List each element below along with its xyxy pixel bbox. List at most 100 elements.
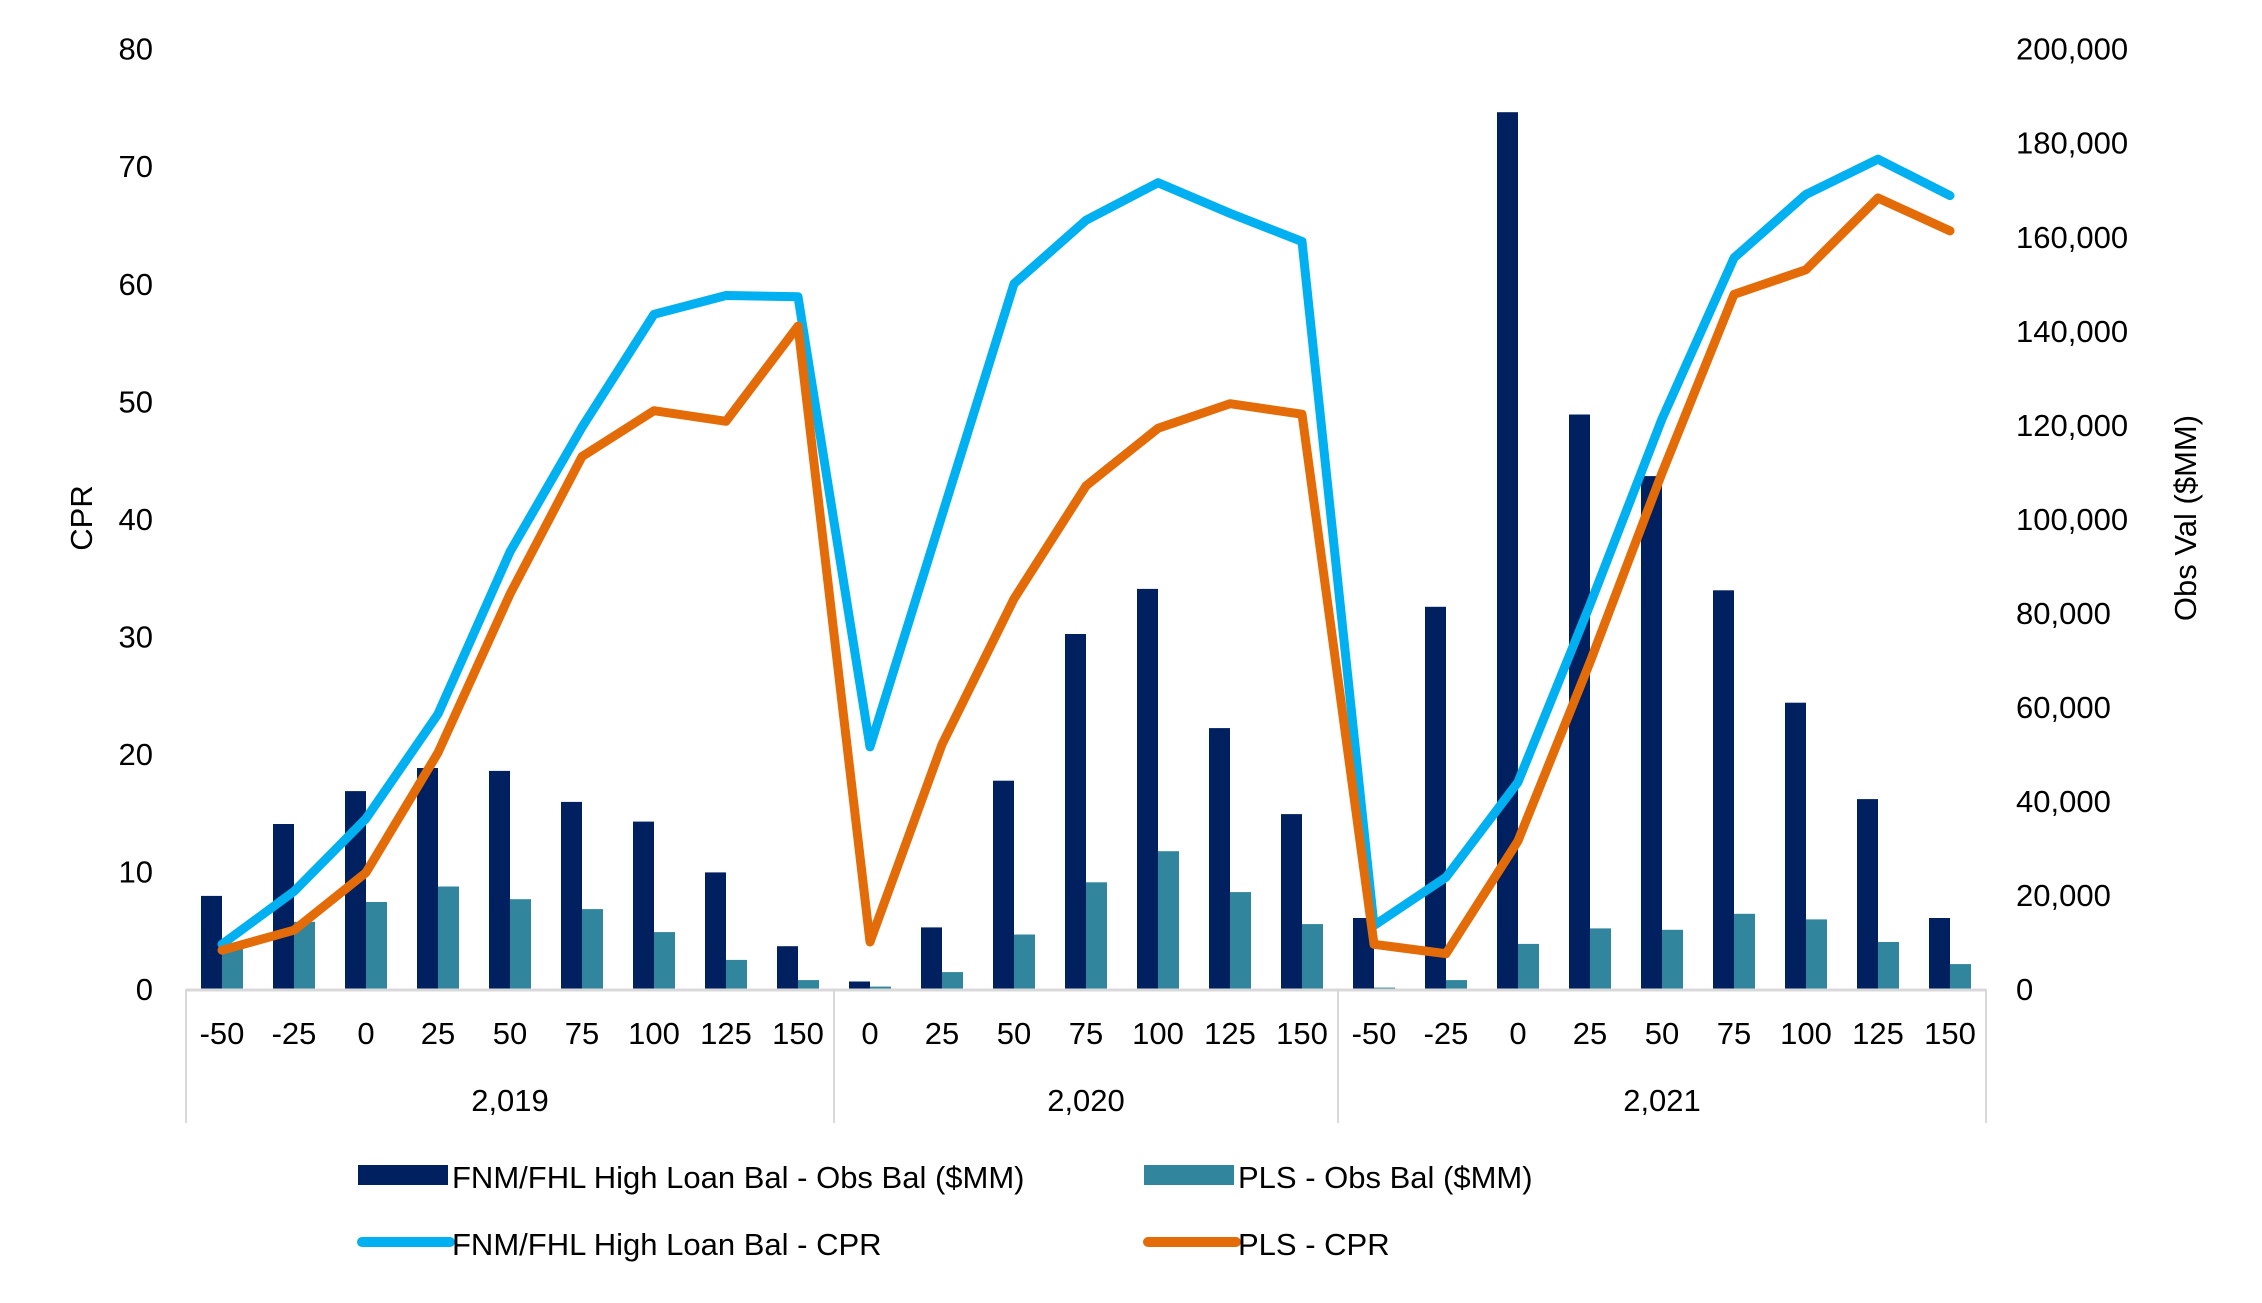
legend-item: FNM/FHL High Loan Bal - Obs Bal ($MM) — [358, 1160, 1025, 1195]
right-axis-title: Obs Val ($MM) — [2168, 415, 2203, 621]
x-category-label: 50 — [997, 1016, 1031, 1051]
fnm-obs-bal-bar — [1641, 476, 1662, 990]
fnm-obs-bal-bar — [921, 927, 942, 989]
right-axis-tick-label: 120,000 — [2016, 408, 2128, 443]
left-axis-tick-label: 70 — [119, 149, 153, 184]
x-category-label: 100 — [628, 1016, 680, 1051]
pls-obs-bal-bar — [1734, 913, 1755, 989]
fnm-obs-bal-bar — [1065, 634, 1086, 989]
x-category-label: -50 — [1352, 1016, 1397, 1051]
fnm-obs-bal-bar — [1209, 728, 1230, 989]
pls-obs-bal-bar — [1446, 980, 1467, 989]
fnm-obs-bal-bar — [489, 770, 510, 989]
left-axis-tick-label: 50 — [119, 384, 153, 419]
pls-obs-bal-bar — [510, 899, 531, 989]
legend-label: PLS - Obs Bal ($MM) — [1238, 1160, 1533, 1195]
x-category-label: 0 — [1509, 1016, 1526, 1051]
fnm-obs-bal-bar — [201, 895, 222, 989]
left-axis-tick-label: 20 — [119, 737, 153, 772]
pls-obs-bal-bar — [1950, 964, 1971, 989]
x-category-label: 0 — [357, 1016, 374, 1051]
right-axis-tick-label: 40,000 — [2016, 784, 2111, 819]
lines-layer — [217, 154, 1955, 959]
legend-item: PLS - CPR — [1143, 1227, 1390, 1262]
pls-obs-bal-bar — [1302, 924, 1323, 989]
x-category-label: 50 — [1645, 1016, 1679, 1051]
pls-obs-bal-bar — [1878, 942, 1899, 989]
left-axis-ticks: 0 10 20 30 40 50 60 70 80 — [119, 32, 153, 1007]
fnm-obs-bal-bar — [561, 801, 582, 989]
legend-label: FNM/FHL High Loan Bal - CPR — [452, 1227, 882, 1262]
right-axis-tick-label: 20,000 — [2016, 878, 2111, 913]
x-category-label: 0 — [861, 1016, 878, 1051]
x-category-label: 25 — [925, 1016, 959, 1051]
x-category-label: 25 — [1573, 1016, 1607, 1051]
right-axis-tick-label: 80,000 — [2016, 596, 2111, 631]
x-axis: -50 -25 0 25 50 75 100 125 150 2,019 0 25 50 75 100 125… — [185, 988, 1987, 1123]
right-axis-tick-label: 180,000 — [2016, 126, 2128, 161]
x-category-label: -25 — [272, 1016, 317, 1051]
pls-obs-bal-bar — [1518, 943, 1539, 989]
pls-obs-bal-bar — [726, 959, 747, 989]
left-axis-tick-label: 40 — [119, 502, 153, 537]
pls-cpr-line — [217, 193, 1955, 959]
fnm-obs-bal-bar — [1713, 590, 1734, 989]
right-axis-tick-label: 0 — [2016, 972, 2033, 1007]
right-axis-tick-label: 200,000 — [2016, 32, 2128, 67]
fnm-obs-bal-bar — [1281, 814, 1302, 989]
fnm-obs-bal-bar — [993, 780, 1014, 989]
fnm-obs-bal-bar — [1569, 414, 1590, 989]
x-category-label: 125 — [1204, 1016, 1256, 1051]
right-axis-tick-label: 100,000 — [2016, 502, 2128, 537]
legend-label: PLS - CPR — [1238, 1227, 1390, 1262]
fnm-obs-bal-bar — [633, 821, 654, 989]
x-category-label: 25 — [421, 1016, 455, 1051]
right-axis-tick-label: 60,000 — [2016, 690, 2111, 725]
left-axis-tick-label: 80 — [119, 32, 153, 67]
pls-obs-bal-bar — [942, 972, 963, 989]
legend: FNM/FHL High Loan Bal - Obs Bal ($MM) PLS… — [357, 1160, 1533, 1262]
pls-obs-bal-bar — [1662, 929, 1683, 989]
x-category-label: -25 — [1424, 1016, 1469, 1051]
left-axis-tick-label: 60 — [119, 267, 153, 302]
x-category-label: 75 — [565, 1016, 599, 1051]
left-axis-tick-label: 30 — [119, 619, 153, 654]
pls-obs-bal-bar — [1374, 987, 1395, 989]
x-category-label: 100 — [1132, 1016, 1184, 1051]
fnm-obs-bal-bar — [777, 946, 798, 989]
fnm-obs-bal-bar — [1497, 112, 1518, 989]
legend-swatch-bar — [1144, 1165, 1234, 1185]
legend-item: PLS - Obs Bal ($MM) — [1144, 1160, 1533, 1195]
x-group-label: 2,020 — [1047, 1083, 1125, 1118]
fnm-obs-bal-bar — [1425, 606, 1446, 989]
pls-obs-bal-bar — [1806, 919, 1827, 989]
left-axis-title: CPR — [64, 485, 99, 550]
x-category-label: 50 — [493, 1016, 527, 1051]
right-axis-tick-label: 140,000 — [2016, 314, 2128, 349]
right-axis-ticks: 0 20,000 40,000 60,000 80,000 100,000 120,000 1… — [2016, 32, 2128, 1007]
fnm-obs-bal-bar — [1137, 588, 1158, 989]
x-category-label: 125 — [1852, 1016, 1904, 1051]
legend-swatch-bar — [358, 1165, 448, 1185]
fnm-cpr-line — [217, 154, 1955, 949]
x-category-label: 100 — [1780, 1016, 1832, 1051]
pls-obs-bal-bar — [798, 980, 819, 989]
x-category-label: 75 — [1069, 1016, 1103, 1051]
left-axis-tick-label: 10 — [119, 854, 153, 889]
fnm-obs-bal-bar — [273, 824, 294, 989]
pls-obs-bal-bar — [222, 947, 243, 989]
pls-obs-bal-bar — [1158, 851, 1179, 989]
legend-label: FNM/FHL High Loan Bal - Obs Bal ($MM) — [452, 1160, 1025, 1195]
x-category-label: -50 — [200, 1016, 245, 1051]
pls-obs-bal-bar — [1086, 882, 1107, 989]
pls-obs-bal-bar — [438, 886, 459, 989]
pls-obs-bal-bar — [870, 986, 891, 989]
fnm-obs-bal-bar — [1785, 702, 1806, 989]
x-category-label: 150 — [1924, 1016, 1976, 1051]
pls-obs-bal-bar — [654, 932, 675, 989]
legend-item: FNM/FHL High Loan Bal - CPR — [357, 1227, 882, 1262]
fnm-obs-bal-bar — [1857, 799, 1878, 989]
x-group-label: 2,019 — [471, 1083, 549, 1118]
right-axis-tick-label: 160,000 — [2016, 220, 2128, 255]
